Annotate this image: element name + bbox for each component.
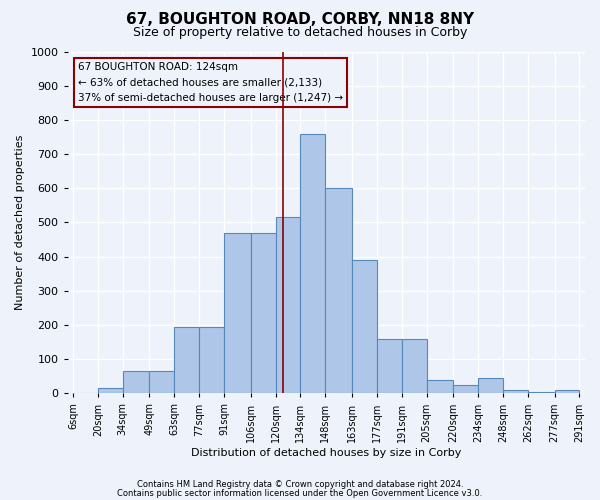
Bar [402, 338, 427, 394]
Bar [174, 326, 199, 394]
Bar [98, 388, 122, 394]
Text: Contains HM Land Registry data © Crown copyright and database right 2024.: Contains HM Land Registry data © Crown c… [137, 480, 463, 489]
Bar [528, 392, 554, 394]
Bar [224, 232, 251, 394]
X-axis label: Distribution of detached houses by size in Corby: Distribution of detached houses by size … [191, 448, 461, 458]
Bar [325, 188, 352, 394]
Bar [427, 380, 453, 394]
Y-axis label: Number of detached properties: Number of detached properties [15, 135, 25, 310]
Text: 67, BOUGHTON ROAD, CORBY, NN18 8NY: 67, BOUGHTON ROAD, CORBY, NN18 8NY [126, 12, 474, 28]
Bar [503, 390, 528, 394]
Bar [122, 371, 149, 394]
Bar [478, 378, 503, 394]
Bar [251, 232, 275, 394]
Bar [377, 338, 402, 394]
Bar [275, 218, 301, 394]
Bar [301, 134, 325, 394]
Bar [554, 390, 580, 394]
Text: Contains public sector information licensed under the Open Government Licence v3: Contains public sector information licen… [118, 488, 482, 498]
Bar [199, 326, 224, 394]
Bar [453, 385, 478, 394]
Bar [149, 371, 174, 394]
Text: Size of property relative to detached houses in Corby: Size of property relative to detached ho… [133, 26, 467, 39]
Bar [352, 260, 377, 394]
Text: 67 BOUGHTON ROAD: 124sqm
← 63% of detached houses are smaller (2,133)
37% of sem: 67 BOUGHTON ROAD: 124sqm ← 63% of detach… [78, 62, 343, 103]
